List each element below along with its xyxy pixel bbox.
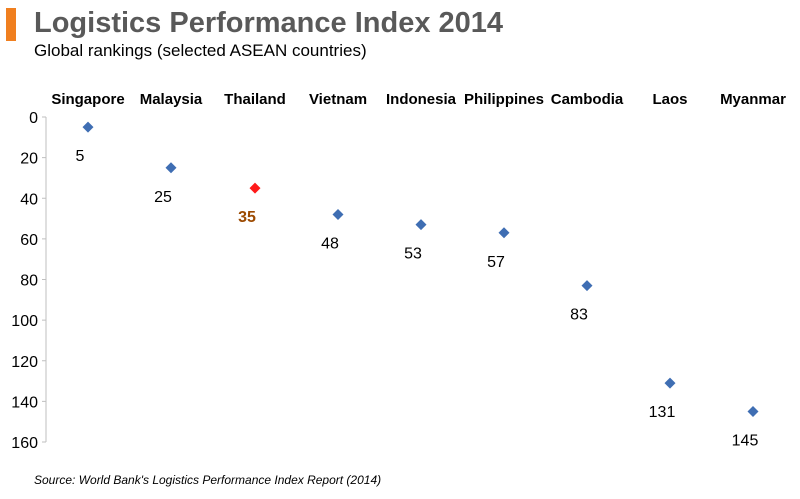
category-label: Thailand: [224, 91, 286, 108]
data-label: 57: [487, 254, 505, 271]
category-label: Indonesia: [386, 91, 457, 108]
data-labels: 5 25 35 48 53 57 83 131 145: [76, 148, 759, 449]
category-label: Singapore: [51, 91, 124, 108]
data-label: 83: [570, 307, 588, 324]
data-label: 48: [321, 236, 339, 253]
data-label: 145: [732, 433, 759, 450]
data-point-marker: [249, 182, 261, 194]
data-label: 53: [404, 246, 422, 263]
data-points: [82, 121, 759, 418]
data-point-marker: [664, 377, 676, 389]
category-label: Cambodia: [551, 91, 624, 108]
data-point-marker: [581, 280, 593, 292]
category-label: Laos: [652, 91, 687, 108]
category-label: Philippines: [464, 91, 544, 108]
chart-subtitle: Global rankings (selected ASEAN countrie…: [34, 41, 367, 60]
y-tick-label: 100: [11, 313, 38, 330]
y-axis: 0 20 40 60 80 100 120 140 160: [11, 110, 47, 452]
y-tick-label: 40: [20, 191, 38, 208]
data-point-marker: [415, 219, 427, 231]
y-tick-label: 140: [11, 394, 38, 411]
data-label: 5: [76, 148, 85, 165]
chart-title: Logistics Performance Index 2014: [34, 7, 504, 39]
category-labels: Singapore Malaysia Thailand Vietnam Indonesi…: [51, 91, 786, 108]
data-label: 25: [154, 189, 172, 206]
category-label: Malaysia: [140, 91, 203, 108]
source-note: Source: World Bank's Logistics Performan…: [34, 473, 382, 487]
data-point-marker: [747, 406, 759, 418]
data-label: 35: [238, 209, 256, 226]
data-point-marker: [498, 227, 510, 239]
data-point-marker: [332, 209, 344, 220]
y-tick-label: 80: [20, 273, 38, 290]
y-tick-label: 60: [20, 232, 38, 249]
y-tick-label: 0: [29, 110, 38, 127]
data-point-marker: [165, 162, 177, 174]
y-tick-label: 160: [11, 435, 38, 452]
category-label: Myanmar: [720, 91, 786, 108]
category-label: Vietnam: [309, 91, 367, 108]
data-point-marker: [82, 121, 94, 133]
y-tick-label: 20: [20, 151, 38, 168]
y-tick-label: 120: [11, 354, 38, 371]
data-label: 131: [649, 404, 676, 421]
title-accent-bar: [6, 8, 16, 41]
